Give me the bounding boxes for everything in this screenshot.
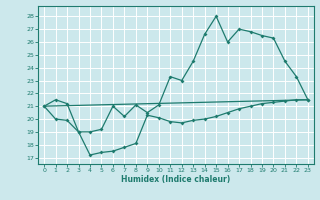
X-axis label: Humidex (Indice chaleur): Humidex (Indice chaleur) <box>121 175 231 184</box>
